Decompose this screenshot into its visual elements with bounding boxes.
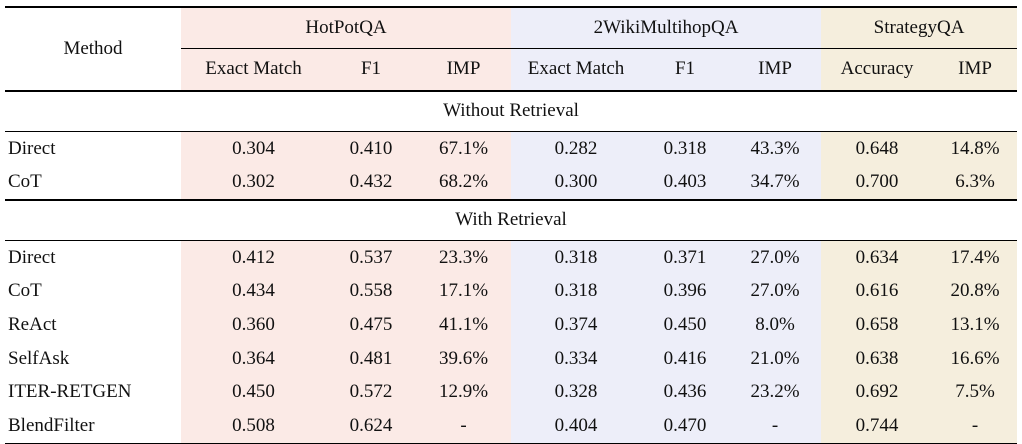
table-cell: 0.302 (181, 165, 326, 201)
table-cell: 21.0% (729, 342, 822, 376)
table-cell: 0.300 (511, 165, 642, 201)
table-cell: 13.1% (933, 308, 1018, 343)
table-cell: 0.318 (511, 274, 642, 309)
group-header-2wikimultihopqa: 2WikiMultihopQA (511, 7, 822, 49)
metric-header-row: Exact Match F1 IMP Exact Match F1 IMP Ac… (5, 48, 1018, 93)
table-cell: 0.416 (641, 342, 730, 376)
table-row: SelfAsk 0.364 0.481 39.6% 0.334 0.416 21… (5, 342, 1018, 376)
table-cell: 0.638 (821, 342, 934, 376)
col-header-hotpotqa-imp: IMP (416, 48, 512, 93)
table-cell: 0.410 (326, 131, 416, 166)
table-cell: 0.470 (641, 409, 730, 444)
table-cell: 17.4% (933, 240, 1018, 275)
table-cell: 0.396 (641, 274, 730, 309)
table-cell: 12.9% (416, 375, 512, 410)
method-cell: Direct (5, 131, 181, 166)
table-cell: - (933, 409, 1018, 444)
table-cell: 0.508 (181, 409, 326, 444)
table-cell: 0.616 (821, 274, 934, 309)
table-cell: 0.371 (641, 240, 730, 275)
paper-results-table: Method HotPotQA 2WikiMultihopQA Strategy… (5, 6, 1018, 444)
table-cell: 43.3% (729, 131, 822, 166)
section-header-with-retrieval: With Retrieval (5, 199, 1018, 242)
table-cell: 0.450 (181, 375, 326, 410)
table-cell: - (729, 409, 822, 444)
table-cell: 39.6% (416, 342, 512, 376)
section-title: With Retrieval (5, 199, 1018, 242)
col-header-hotpotqa-exact-match: Exact Match (181, 48, 326, 93)
table-cell: 17.1% (416, 274, 512, 309)
col-header-2wiki-imp: IMP (729, 48, 822, 93)
method-cell: ReAct (5, 308, 181, 343)
table-cell: 0.475 (326, 308, 416, 343)
method-cell: CoT (5, 165, 181, 201)
table-cell: 0.537 (326, 240, 416, 275)
table-cell: 0.334 (511, 342, 642, 376)
table-cell: 0.374 (511, 308, 642, 343)
table-cell: 0.658 (821, 308, 934, 343)
table-cell: - (416, 409, 512, 444)
table-cell: 67.1% (416, 131, 512, 166)
table-cell: 16.6% (933, 342, 1018, 376)
table-cell: 7.5% (933, 375, 1018, 410)
table-cell: 0.744 (821, 409, 934, 444)
table-cell: 0.624 (326, 409, 416, 444)
group-header-hotpotqa: HotPotQA (181, 7, 512, 49)
table-cell: 0.328 (511, 375, 642, 410)
table-cell: 8.0% (729, 308, 822, 343)
table-cell: 0.450 (641, 308, 730, 343)
col-header-2wiki-exact-match: Exact Match (511, 48, 642, 93)
table-cell: 6.3% (933, 165, 1018, 201)
col-header-hotpotqa-f1: F1 (326, 48, 416, 93)
table-cell: 41.1% (416, 308, 512, 343)
method-cell: SelfAsk (5, 342, 181, 376)
table-cell: 27.0% (729, 274, 822, 309)
table-cell: 68.2% (416, 165, 512, 201)
table-cell: 0.558 (326, 274, 416, 309)
table-row: ReAct 0.360 0.475 41.1% 0.374 0.450 8.0%… (5, 308, 1018, 343)
table-row: CoT 0.434 0.558 17.1% 0.318 0.396 27.0% … (5, 274, 1018, 309)
table-cell: 0.692 (821, 375, 934, 410)
table-cell: 27.0% (729, 240, 822, 275)
table-row: CoT 0.302 0.432 68.2% 0.300 0.403 34.7% … (5, 165, 1018, 201)
table-cell: 0.404 (511, 409, 642, 444)
table-row: BlendFilter 0.508 0.624 - 0.404 0.470 - … (5, 409, 1018, 444)
group-header-strategyqa: StrategyQA (821, 7, 1018, 49)
col-header-2wiki-f1: F1 (641, 48, 730, 93)
table-cell: 0.434 (181, 274, 326, 309)
col-header-strategyqa-imp: IMP (933, 48, 1018, 93)
table-cell: 0.403 (641, 165, 730, 201)
table-row: Direct 0.412 0.537 23.3% 0.318 0.371 27.… (5, 240, 1018, 275)
method-cell: ITER-RETGEN (5, 375, 181, 410)
table-cell: 0.634 (821, 240, 934, 275)
table-row: ITER-RETGEN 0.450 0.572 12.9% 0.328 0.43… (5, 375, 1018, 410)
table-cell: 14.8% (933, 131, 1018, 166)
table-cell: 20.8% (933, 274, 1018, 309)
table-cell: 0.648 (821, 131, 934, 166)
table-cell: 0.360 (181, 308, 326, 343)
table-cell: 23.2% (729, 375, 822, 410)
table-row: Direct 0.304 0.410 67.1% 0.282 0.318 43.… (5, 131, 1018, 166)
section-title: Without Retrieval (5, 91, 1018, 133)
group-header-row: Method HotPotQA 2WikiMultihopQA Strategy… (5, 7, 1018, 93)
method-cell: Direct (5, 240, 181, 275)
table-cell: 0.318 (511, 240, 642, 275)
table-cell: 0.364 (181, 342, 326, 376)
table-cell: 23.3% (416, 240, 512, 275)
table-cell: 0.412 (181, 240, 326, 275)
table-cell: 0.572 (326, 375, 416, 410)
method-cell: CoT (5, 274, 181, 309)
method-column-header: Method (5, 7, 181, 93)
table-cell: 0.282 (511, 131, 642, 166)
table-cell: 0.481 (326, 342, 416, 376)
table-cell: 0.318 (641, 131, 730, 166)
table-cell: 0.436 (641, 375, 730, 410)
section-header-without-retrieval: Without Retrieval (5, 91, 1018, 133)
table-cell: 0.432 (326, 165, 416, 201)
col-header-strategyqa-accuracy: Accuracy (821, 48, 934, 93)
method-cell: BlendFilter (5, 409, 181, 444)
table-cell: 0.700 (821, 165, 934, 201)
table-cell: 0.304 (181, 131, 326, 166)
table-cell: 34.7% (729, 165, 822, 201)
